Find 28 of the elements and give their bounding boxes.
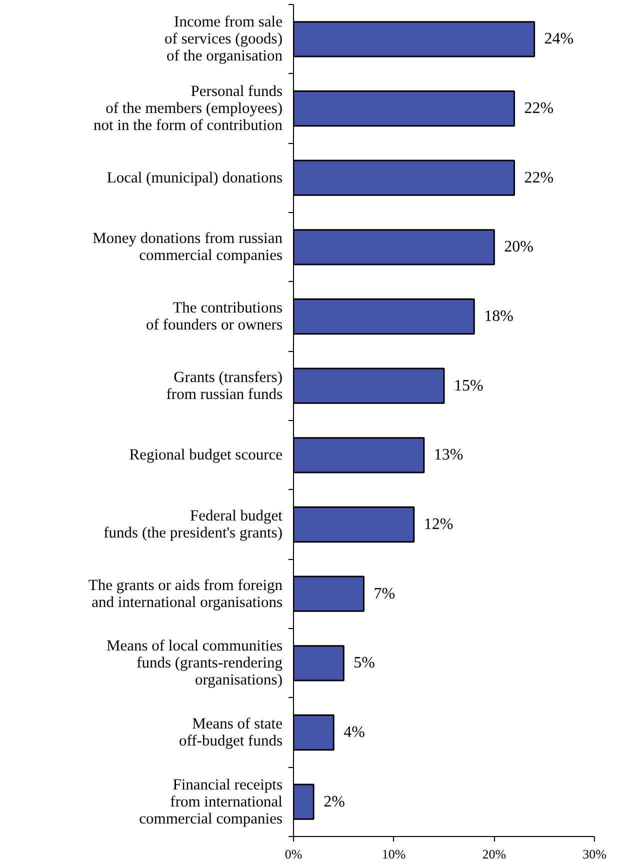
- y-tick-label: Money donations from russian commercial companies: [92, 230, 283, 264]
- data-label: 15%: [454, 377, 484, 394]
- y-tick-label: Regional budget scource: [129, 446, 283, 464]
- data-label: 5%: [354, 654, 375, 672]
- x-tick-label: 0%: [284, 846, 302, 862]
- data-label: 7%: [374, 585, 396, 602]
- data-label: 20%: [504, 238, 534, 256]
- y-tick-label: Grants (transfers) from russian funds: [166, 368, 283, 403]
- y-tick-label: The grants or aids from foreign and international organisations: [88, 576, 283, 611]
- data-label: 22%: [524, 169, 554, 186]
- x-tick-label: 10%: [382, 846, 406, 862]
- data-label: 18%: [484, 308, 514, 325]
- data-label: 22%: [524, 100, 554, 117]
- y-tick-label: Means of local communities funds (grants-rendering organisations): [106, 638, 283, 689]
- y-tick-label: Income from sale of services (goods) of the organisation: [164, 14, 283, 65]
- data-label: 24%: [544, 30, 574, 48]
- y-tick-label: Federal budget funds (the president's grants): [104, 508, 284, 542]
- data-label: 4%: [344, 724, 365, 741]
- data-label: 13%: [434, 446, 464, 464]
- data-label: 12%: [424, 516, 454, 533]
- data-label: 2%: [324, 793, 345, 810]
- x-tick-label: 20%: [482, 846, 506, 862]
- y-tick-label: Personal funds of the members (employees) not in the form of contribution: [94, 83, 283, 134]
- x-tick-label: 30%: [582, 846, 607, 862]
- y-tick-label: The contributions of founders or owners: [146, 300, 283, 334]
- y-tick-label: Means of state off-budget funds: [179, 716, 283, 750]
- y-tick-label: Financial receipts from international commercial companies: [139, 776, 283, 828]
- y-tick-label: Local (municipal) donations: [106, 169, 283, 186]
